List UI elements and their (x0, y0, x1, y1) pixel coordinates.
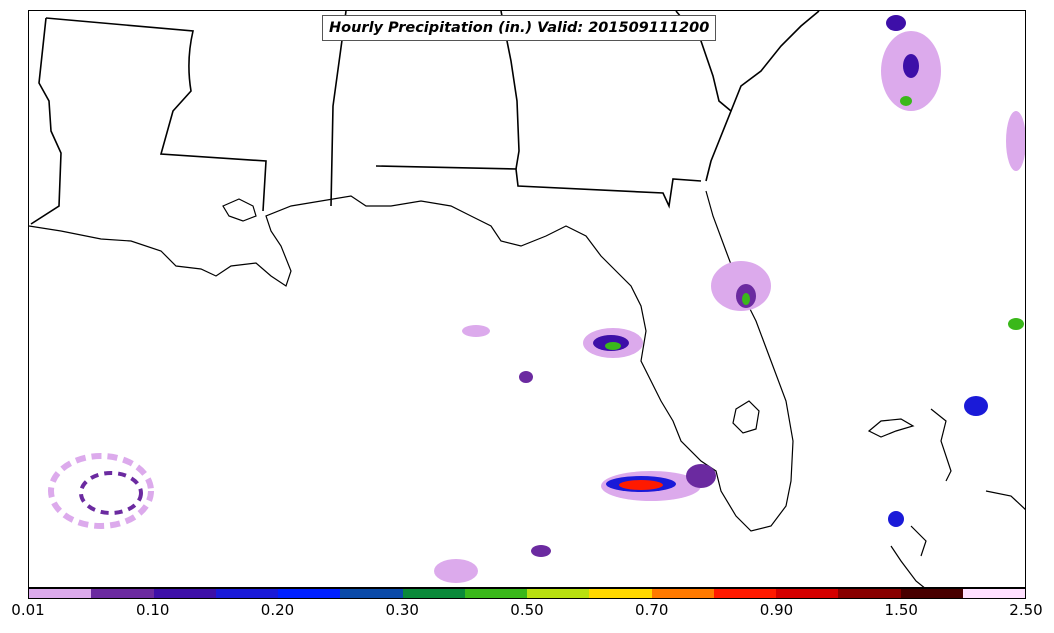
colorbar-tick-label: 2.50 (1009, 601, 1043, 619)
precipitation-areas (48, 15, 1025, 583)
colorbar-tick-label: 0.70 (635, 601, 669, 619)
colorbar-tick-label: 1.50 (884, 601, 918, 619)
colorbar-segment (651, 589, 714, 598)
colorbar-segment (340, 589, 403, 598)
map-title-box: Hourly Precipitation (in.) Valid: 201509… (322, 15, 717, 41)
colorbar-tick-label: 0.50 (510, 601, 544, 619)
colorbar-tick-label: 0.20 (260, 601, 295, 619)
colorbar-tick-label: 0.10 (136, 601, 170, 619)
colorbar-segment (900, 589, 963, 598)
colorbar-tick-label: 0.30 (385, 601, 419, 619)
colorbar-segment (278, 589, 341, 598)
colorbar-segment (464, 589, 527, 598)
colorbar-tick-label: 0.01 (11, 601, 45, 619)
colorbar-segment (838, 589, 901, 598)
colorbar-segment (589, 589, 652, 598)
precipitation-map: Hourly Precipitation (in.) Valid: 201509… (28, 10, 1026, 588)
colorbar-segment (776, 589, 839, 598)
coastline (29, 190, 1025, 587)
colorbar-segment (153, 589, 216, 598)
colorbar-segment (713, 589, 776, 598)
colorbar-labels: 0.01 0.10 0.20 0.30 0.50 0.70 0.90 1.50 2.50 (0, 601, 1054, 625)
colorbar-segment (527, 589, 590, 598)
colorbar-segment (402, 589, 465, 598)
map-title: Hourly Precipitation (in.) Valid: 201509… (329, 20, 710, 36)
colorbar-segment (215, 589, 278, 598)
map-canvas (29, 11, 1025, 587)
colorbar-tick-label: 0.90 (759, 601, 794, 619)
colorbar-segment (91, 589, 154, 598)
colorbar-segment (29, 589, 92, 598)
colorbar-segment (962, 589, 1025, 598)
state-borders (30, 11, 820, 225)
colorbar (28, 588, 1026, 599)
